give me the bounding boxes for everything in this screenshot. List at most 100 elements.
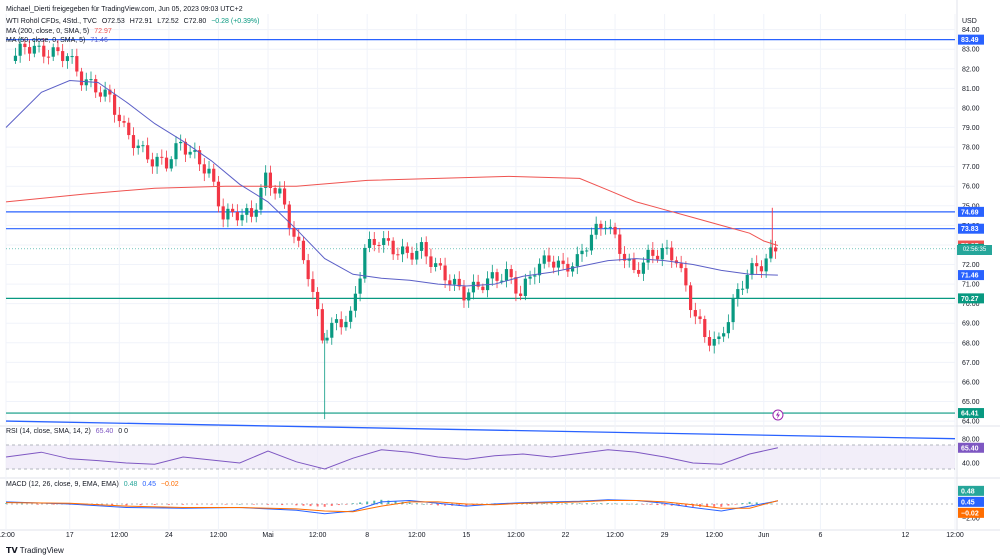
- price-tick-label: 76.00: [962, 184, 980, 191]
- candle-body: [698, 316, 702, 320]
- candle-body: [316, 291, 320, 310]
- candle-body: [179, 141, 183, 144]
- time-tick-label: 12:00: [507, 532, 525, 539]
- candle-body: [164, 157, 169, 169]
- level-badge: [958, 408, 984, 419]
- candle-body: [287, 204, 291, 228]
- level-badge: [958, 206, 984, 217]
- candle-body: [282, 188, 287, 205]
- ma50-legend[interactable]: MA (50, close, 0, SMA, 5) 71.46: [6, 37, 111, 44]
- tradingview-logo[interactable]: 𝗧𝗩 TradingView: [6, 546, 64, 555]
- macd-histogram-bar: [663, 504, 666, 506]
- candle-body: [717, 336, 721, 339]
- macd-histogram-bar: [415, 503, 418, 504]
- candle-body: [297, 236, 301, 241]
- macd-histogram-bar: [36, 504, 39, 505]
- level-badge-label: 74.69: [961, 209, 979, 216]
- candle-body: [358, 278, 362, 294]
- rsi-badge-label: 65.40: [961, 445, 979, 452]
- time-tick-label: 24: [165, 532, 173, 539]
- macd-histogram-bar: [649, 504, 652, 505]
- candle-body: [320, 309, 324, 341]
- candle-body: [759, 266, 764, 272]
- macd-legend[interactable]: MACD (12, 26, close, 9, EMA, EMA) 0.48 0…: [6, 481, 182, 488]
- candle-body: [103, 89, 107, 97]
- macd-histogram-bar: [472, 504, 475, 506]
- time-tick-label: 12:00: [946, 532, 964, 539]
- macd-histogram-bar: [585, 503, 588, 504]
- macd-histogram-bar: [656, 504, 659, 506]
- candle-body: [28, 47, 32, 54]
- candle-body: [353, 293, 357, 311]
- ma200-legend[interactable]: MA (200, close, 0, SMA, 5) 72.97: [6, 28, 115, 35]
- candle-body: [391, 240, 395, 255]
- candle-body: [75, 56, 79, 72]
- candle-body: [457, 278, 461, 287]
- candle-body: [415, 250, 419, 260]
- candle-body: [651, 249, 655, 256]
- level-badge: [958, 34, 984, 45]
- macd-histogram-bar: [536, 503, 539, 504]
- candle-body: [481, 286, 485, 291]
- level-badge: [958, 223, 984, 234]
- macd-histogram-bar: [557, 503, 560, 504]
- candle-body: [339, 319, 343, 328]
- candle-body: [585, 250, 589, 252]
- macd-histogram-bar: [238, 504, 241, 505]
- candle-body: [141, 145, 145, 147]
- macd-histogram-bar: [182, 504, 185, 505]
- macd-histogram-bar: [373, 500, 376, 504]
- time-tick-label: 15: [462, 532, 470, 539]
- candle-body: [618, 234, 622, 254]
- symbol-legend[interactable]: WTI Rohöl CFDs, 4Std., TVC O72.53 H72.91…: [6, 18, 262, 25]
- candle-body: [259, 187, 263, 210]
- candle-body: [131, 135, 136, 149]
- macd-histogram-bar: [196, 504, 199, 505]
- candle-body: [722, 333, 726, 337]
- candle-body: [94, 79, 98, 93]
- macd-value-3: −0.02: [160, 481, 179, 488]
- currency-label: USD: [962, 18, 977, 25]
- candle-body: [613, 226, 617, 235]
- candle-body: [490, 272, 494, 279]
- candle-body: [235, 211, 239, 221]
- macd-histogram-bar: [210, 504, 213, 505]
- macd-badge-label: 0.48: [961, 488, 975, 495]
- price-tick-label: 80.00: [962, 105, 980, 112]
- time-tick-label: 29: [661, 532, 669, 539]
- candle-body: [264, 172, 268, 188]
- rsi-line: [5, 447, 779, 470]
- price-badge-label: 71.46: [961, 273, 979, 280]
- candle-body: [136, 145, 140, 149]
- macd-histogram-bar: [444, 504, 447, 506]
- macd-histogram-bar: [281, 504, 284, 506]
- rsi-band: [6, 445, 955, 469]
- price-tick-label: 81.00: [962, 86, 980, 93]
- macd-label: MACD (12, 26, close, 9, EMA, EMA): [6, 481, 119, 488]
- candle-body: [51, 47, 55, 57]
- rsi-legend[interactable]: RSI (14, close, SMA, 14, 2) 65.40 0 0: [6, 428, 131, 435]
- macd-histogram-bar: [564, 503, 567, 504]
- candle-body: [245, 208, 249, 215]
- candle-body: [566, 263, 570, 272]
- time-tick-label: 17: [66, 532, 74, 539]
- time-tick-label: 12:00: [0, 532, 15, 539]
- macd-histogram-bar: [224, 504, 227, 505]
- candle-body: [226, 208, 230, 220]
- candle-body: [684, 268, 688, 286]
- candle-body: [773, 247, 778, 252]
- candle-body: [419, 242, 424, 251]
- high-value: H72.91: [129, 18, 153, 25]
- price-tick-label: 75.00: [962, 203, 980, 210]
- macd-value-1: 0.48: [123, 481, 138, 488]
- candle-body: [552, 261, 556, 268]
- time-tick-label: Jun: [758, 532, 769, 539]
- open-value: O72.53: [101, 18, 125, 25]
- macd-histogram-bar: [394, 501, 397, 504]
- candle-body: [396, 254, 400, 256]
- candle-body: [556, 260, 561, 268]
- macd-histogram-bar: [748, 501, 751, 504]
- candle-body: [268, 172, 272, 188]
- candle-body: [599, 223, 603, 229]
- candle-body: [707, 337, 712, 346]
